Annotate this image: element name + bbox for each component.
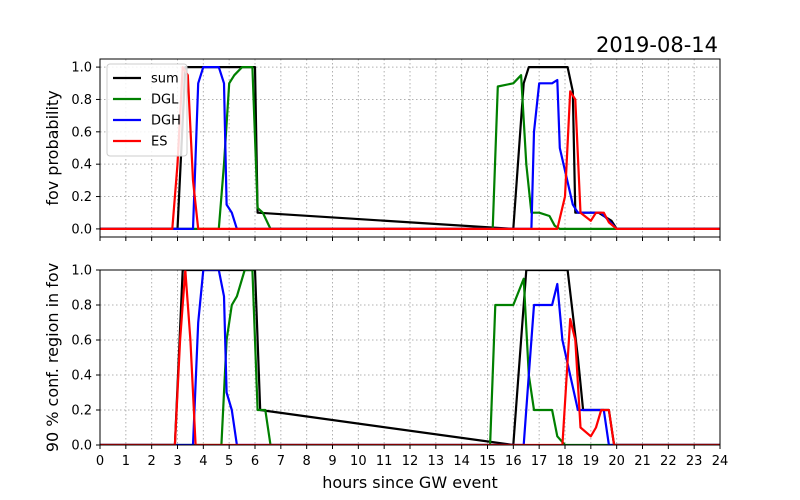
x-tick-label: 24	[712, 454, 729, 469]
x-tick-label: 5	[225, 454, 233, 469]
axes-frame	[99, 269, 721, 446]
y-tick-label: 0.6	[71, 334, 92, 349]
y-axis-title: 90 % conf. region in fov	[43, 263, 62, 452]
x-tick-label: 22	[660, 454, 677, 469]
y-axis-title: fov probability	[43, 90, 62, 205]
y-tick-label: 0.2	[71, 404, 92, 419]
series-group	[100, 65, 720, 230]
x-tick-label: 19	[583, 454, 600, 469]
series-line-dgh	[100, 65, 720, 230]
x-axis-title: hours since GW event	[322, 473, 498, 492]
legend-label-sum: sum	[151, 72, 179, 87]
panel-1: 0.0 0.2 0.4 0.6 0.8 1.0 fov probability sum DGL D…	[43, 58, 721, 241]
x-tick-label: 23	[686, 454, 703, 469]
x-tick-label: 13	[428, 454, 445, 469]
panel-2: 0 1 2 3 4 5 6 7 8 9 10 11 12 13 14 15 16 17 18 19 20 21 22 23 24…	[43, 263, 728, 469]
x-tick-label: 21	[634, 454, 651, 469]
y-tick-label: 0.0	[71, 439, 92, 454]
x-tick-label: 10	[350, 454, 367, 469]
x-tick-label: 4	[199, 454, 207, 469]
axes-frame	[99, 58, 721, 238]
legend-label-es: ES	[151, 135, 167, 150]
x-tick-label: 12	[402, 454, 419, 469]
legend-label-dgl: DGL	[151, 93, 179, 108]
series-line-dgh	[100, 270, 720, 445]
legend: sum DGL DGH ES	[106, 63, 188, 157]
x-tick-label: 3	[173, 454, 181, 469]
x-tick-label: 9	[328, 454, 336, 469]
y-tick-label: 0.8	[71, 299, 92, 314]
x-tick-label: 0	[96, 454, 104, 469]
series-group	[100, 270, 720, 445]
x-tick-label: 15	[479, 454, 496, 469]
x-tick-label: 1	[122, 454, 130, 469]
x-tick-label: 14	[453, 454, 470, 469]
figure-title: 2019-08-14	[596, 33, 718, 57]
y-tick-label: 1.0	[71, 264, 92, 279]
y-tick-label: 0.8	[71, 93, 92, 108]
x-tick-label: 7	[277, 454, 285, 469]
legend-box	[106, 63, 188, 157]
y-tick-label: 0.2	[71, 190, 92, 205]
y-tick-label: 0.4	[71, 158, 92, 173]
y-tick-label: 0.0	[71, 222, 92, 237]
x-tick-label: 17	[531, 454, 548, 469]
y-tick-label: 0.6	[71, 125, 92, 140]
x-tick-label: 18	[557, 454, 574, 469]
x-tick-label: 8	[303, 454, 311, 469]
x-tick-label: 6	[251, 454, 259, 469]
series-line-es	[100, 270, 720, 445]
x-tick-label: 11	[376, 454, 393, 469]
panels: 0.0 0.2 0.4 0.6 0.8 1.0 fov probability sum DGL D…	[43, 58, 728, 469]
x-tick-label: 16	[505, 454, 522, 469]
legend-label-dgh: DGH	[151, 114, 181, 129]
x-tick-label: 20	[608, 454, 625, 469]
series-line-dgl	[100, 270, 720, 445]
y-tick-label: 1.0	[71, 61, 92, 76]
y-tick-label: 0.4	[71, 369, 92, 384]
x-tick-label: 2	[148, 454, 156, 469]
